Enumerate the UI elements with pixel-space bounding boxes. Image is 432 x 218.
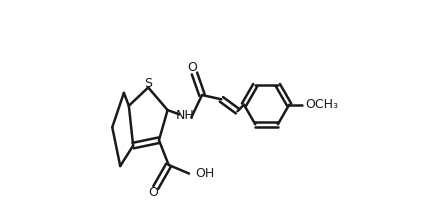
Text: OH: OH	[196, 167, 215, 180]
Text: O: O	[187, 61, 197, 73]
Text: OCH₃: OCH₃	[305, 98, 338, 111]
Text: NH: NH	[175, 109, 194, 122]
Text: S: S	[144, 77, 152, 90]
Text: O: O	[149, 186, 159, 199]
